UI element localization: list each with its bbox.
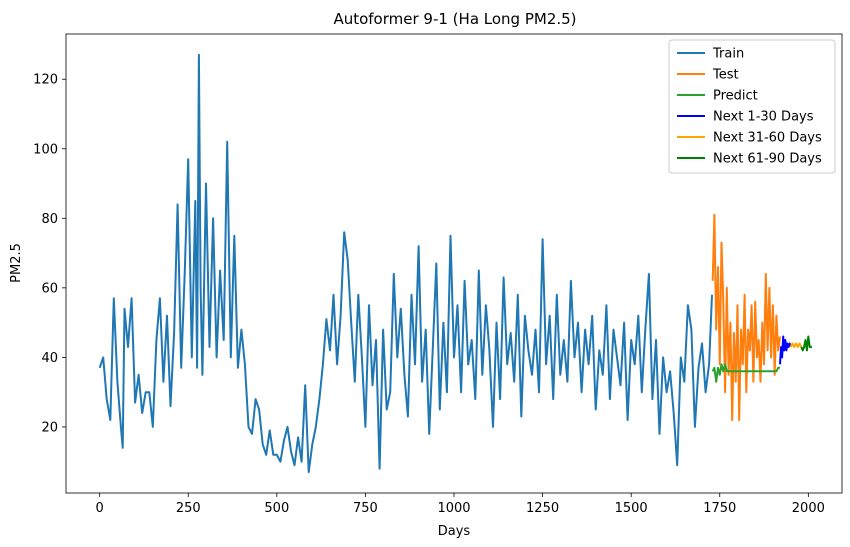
x-tick-label: 1500 (615, 501, 648, 516)
chart-title: Autoformer 9-1 (Ha Long PM2.5) (333, 10, 576, 28)
legend-label-test: Test (712, 68, 739, 83)
x-tick-label: 750 (353, 501, 378, 516)
x-axis: 0 250 500 750 1000 1250 1500 1750 2000 (96, 493, 825, 516)
y-tick-label: 120 (33, 73, 58, 88)
y-tick-label: 100 (33, 142, 58, 157)
legend: Train Test Predict Next 1-30 Days Next 31-60… (668, 39, 836, 174)
legend-box (668, 39, 836, 174)
legend-label-next-31-60-days: Next 31-60 Days (713, 131, 822, 146)
series-line-test (711, 213, 781, 421)
y-tick-label: 20 (41, 420, 58, 435)
legend-label-predict: Predict (713, 89, 758, 104)
y-tick-label: 80 (41, 212, 58, 227)
legend-label-next-1-30-days: Next 1-30 Days (713, 110, 814, 125)
y-axis-label: PM2.5 (9, 243, 24, 283)
plot-lines (98, 53, 812, 474)
y-axis: 20 40 60 80 100 120 (33, 73, 66, 435)
series-line-predict (711, 363, 780, 383)
legend-label-train: Train (712, 47, 744, 62)
x-tick-label: 1000 (437, 501, 470, 516)
x-tick-label: 2000 (792, 501, 825, 516)
series-line-train (98, 53, 713, 474)
legend-label-next-61-90-days: Next 61-90 Days (713, 152, 822, 167)
x-tick-label: 250 (176, 501, 201, 516)
x-tick-label: 500 (264, 501, 289, 516)
y-tick-label: 40 (41, 351, 58, 366)
y-tick-label: 60 (41, 281, 58, 296)
series-line-next-31-60-days (789, 342, 803, 348)
x-tick-label: 1250 (526, 501, 559, 516)
series-line-next-61-90-days (800, 335, 812, 352)
x-axis-label: Days (438, 524, 471, 539)
x-tick-label: 0 (96, 501, 104, 516)
x-tick-label: 1750 (703, 501, 736, 516)
series-line-next-1-30-days (779, 335, 792, 365)
